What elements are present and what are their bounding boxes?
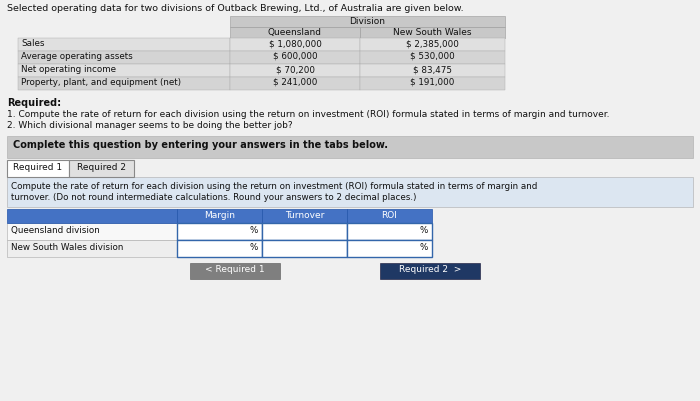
Text: %: %	[419, 243, 428, 252]
Bar	[230, 38, 360, 51]
Bar	[347, 223, 432, 240]
Bar	[177, 223, 262, 240]
Bar	[230, 64, 360, 77]
Bar	[7, 240, 177, 257]
Text: New South Wales: New South Wales	[393, 28, 472, 37]
Bar	[360, 64, 505, 77]
Bar	[18, 51, 230, 64]
Bar	[7, 177, 693, 207]
Bar	[230, 27, 360, 38]
Bar	[18, 38, 230, 51]
Text: Complete this question by entering your answers in the tabs below.: Complete this question by entering your …	[13, 140, 388, 150]
Bar	[18, 64, 230, 77]
Bar	[177, 209, 262, 223]
Text: $ 191,000: $ 191,000	[410, 78, 455, 87]
Text: Required:: Required:	[7, 98, 61, 108]
Text: Turnover: Turnover	[285, 211, 324, 220]
Bar	[7, 136, 693, 158]
Text: $ 2,385,000: $ 2,385,000	[406, 39, 459, 48]
Text: %: %	[250, 226, 258, 235]
Bar	[262, 223, 347, 240]
Text: Division: Division	[349, 17, 386, 26]
Text: 1. Compute the rate of return for each division using the return on investment (: 1. Compute the rate of return for each d…	[7, 110, 610, 119]
Bar	[177, 240, 262, 257]
Text: $ 83,475: $ 83,475	[413, 65, 452, 74]
Text: Required 1: Required 1	[13, 163, 62, 172]
Bar	[190, 263, 280, 279]
Text: Queensland: Queensland	[268, 28, 322, 37]
Bar	[347, 209, 432, 223]
Bar	[7, 209, 177, 223]
Text: Selected operating data for two divisions of Outback Brewing, Ltd., of Australia: Selected operating data for two division…	[7, 4, 463, 13]
Bar	[360, 77, 505, 90]
Text: $ 530,000: $ 530,000	[410, 52, 455, 61]
Bar	[7, 160, 69, 177]
Bar	[347, 240, 432, 257]
Text: $ 241,000: $ 241,000	[273, 78, 317, 87]
Text: $ 600,000: $ 600,000	[273, 52, 317, 61]
Bar	[7, 223, 177, 240]
Bar	[230, 16, 505, 27]
Text: 2. Which divisional manager seems to be doing the better job?: 2. Which divisional manager seems to be …	[7, 121, 293, 130]
Text: $ 1,080,000: $ 1,080,000	[269, 39, 321, 48]
Bar	[380, 263, 480, 279]
Text: Required 2: Required 2	[77, 163, 126, 172]
Text: Sales: Sales	[21, 39, 45, 48]
Text: Property, plant, and equipment (net): Property, plant, and equipment (net)	[21, 78, 181, 87]
Text: < Required 1: < Required 1	[205, 265, 265, 274]
Text: %: %	[250, 243, 258, 252]
Bar	[360, 27, 505, 38]
Text: %: %	[419, 226, 428, 235]
Text: Average operating assets: Average operating assets	[21, 52, 133, 61]
Text: Compute the rate of return for each division using the return on investment (ROI: Compute the rate of return for each divi…	[11, 182, 538, 191]
Text: Required 2  >: Required 2 >	[399, 265, 461, 274]
Text: ROI: ROI	[382, 211, 398, 220]
Bar	[230, 51, 360, 64]
Text: New South Wales division: New South Wales division	[11, 243, 123, 252]
Text: Margin: Margin	[204, 211, 235, 220]
Bar	[360, 51, 505, 64]
Text: turnover. (Do not round intermediate calculations. Round your answers to 2 decim: turnover. (Do not round intermediate cal…	[11, 193, 416, 202]
Bar	[69, 160, 134, 177]
Bar	[262, 240, 347, 257]
Bar	[262, 209, 347, 223]
Bar	[230, 77, 360, 90]
Text: $ 70,200: $ 70,200	[276, 65, 314, 74]
Text: Net operating income: Net operating income	[21, 65, 116, 74]
Text: Queensland division: Queensland division	[11, 226, 99, 235]
Bar	[360, 38, 505, 51]
Bar	[18, 77, 230, 90]
